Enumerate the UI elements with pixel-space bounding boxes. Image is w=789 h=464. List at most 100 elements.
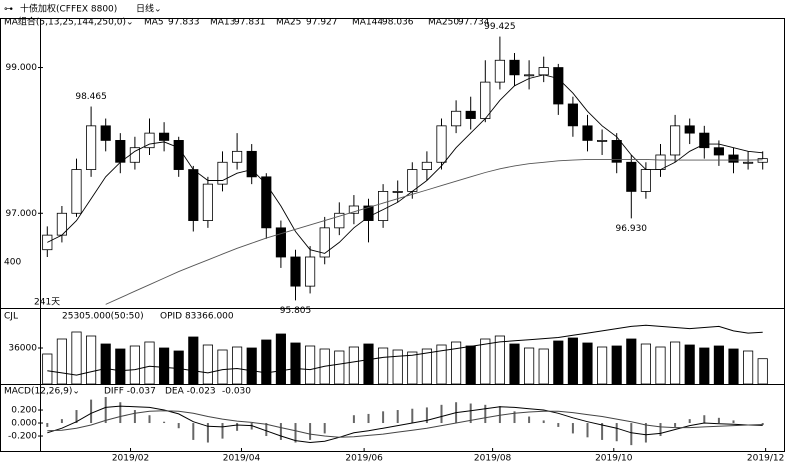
x-tick-label: 2019/10 bbox=[595, 454, 633, 464]
candle-body bbox=[348, 205, 359, 214]
candle-body bbox=[334, 212, 345, 229]
volume-bar bbox=[567, 337, 578, 385]
volume-bar bbox=[42, 353, 53, 385]
macd-title[interactable]: MACD(12,26,9)⌄ bbox=[4, 387, 80, 397]
volume-bar bbox=[626, 338, 637, 385]
candle-body bbox=[232, 150, 243, 163]
low-label: 95.805 bbox=[280, 306, 312, 316]
candle-body bbox=[159, 132, 170, 141]
volume-bar bbox=[232, 346, 243, 385]
candle-body bbox=[743, 161, 754, 164]
annotation: 400 bbox=[4, 258, 21, 268]
volume-bar bbox=[582, 342, 593, 385]
ma-value: 97.734 bbox=[458, 18, 490, 28]
candle-body bbox=[640, 169, 651, 192]
price-panel bbox=[0, 18, 785, 309]
volume-bar bbox=[56, 338, 67, 385]
candle-body bbox=[217, 161, 228, 185]
candle-body bbox=[115, 140, 126, 163]
volume-bar bbox=[451, 341, 462, 385]
volume-bar bbox=[494, 335, 505, 385]
candle-body bbox=[246, 150, 257, 178]
candle-body bbox=[524, 74, 535, 77]
ma-value: 97.927 bbox=[306, 18, 338, 28]
volume-bar bbox=[699, 347, 710, 385]
volume-bar bbox=[538, 348, 549, 385]
period[interactable]: 日线⌄ bbox=[136, 3, 162, 15]
annotation: 241天 bbox=[34, 298, 60, 308]
y-tick-label: 36000 bbox=[8, 344, 37, 354]
volume-bar bbox=[436, 344, 447, 385]
y-tick-label: 99.000 bbox=[6, 63, 38, 73]
ma-name: MA13 bbox=[210, 18, 235, 28]
candle-body bbox=[684, 125, 695, 134]
candle-body bbox=[582, 125, 593, 141]
icon: ⊶ bbox=[4, 5, 13, 15]
ma-line bbox=[47, 74, 763, 254]
y-tick-label: 97.000 bbox=[6, 209, 38, 219]
candle-body bbox=[597, 140, 608, 142]
volume-bar bbox=[290, 342, 301, 385]
volume-readout: 25305.000(50:50) bbox=[62, 312, 144, 322]
candle-body bbox=[407, 169, 418, 192]
candle-body bbox=[392, 191, 403, 193]
candle-body bbox=[305, 256, 316, 287]
candle-body bbox=[421, 161, 432, 170]
volume-bar bbox=[173, 350, 184, 385]
volume-bar bbox=[524, 347, 535, 385]
x-tick-label: 2019/04 bbox=[223, 454, 261, 464]
x-tick-label: 2019/08 bbox=[474, 454, 512, 464]
ma-value: 97.833 bbox=[168, 18, 200, 28]
ma-settings[interactable]: MA组合(5,13,25,144,250,0)⌄ bbox=[4, 16, 134, 28]
ma-name: MA25 bbox=[276, 18, 301, 28]
volume-bar bbox=[202, 344, 213, 385]
volume-bar bbox=[640, 343, 651, 385]
candle-body bbox=[728, 154, 739, 163]
ma-line bbox=[105, 158, 763, 305]
y-tick-label: -0.200 bbox=[8, 432, 37, 442]
macd-panel bbox=[0, 384, 785, 452]
ma-value: 97.831 bbox=[234, 18, 266, 28]
volume-bar bbox=[670, 341, 681, 385]
candle-body bbox=[202, 183, 213, 221]
volume-bar bbox=[407, 351, 418, 385]
ma-name: MA5 bbox=[144, 18, 164, 28]
high-label: 99.425 bbox=[484, 22, 516, 32]
candle-body bbox=[465, 110, 476, 119]
volume-bar bbox=[246, 347, 257, 385]
x-tick-label: 2019/06 bbox=[345, 454, 383, 464]
volume-bar bbox=[728, 348, 739, 385]
volume-bar bbox=[684, 344, 695, 385]
volume-bar bbox=[305, 345, 316, 385]
candle-body bbox=[261, 176, 272, 229]
volume-bar bbox=[553, 340, 564, 385]
candle-body bbox=[144, 132, 155, 149]
volume-bar bbox=[275, 333, 286, 385]
candle-body bbox=[509, 59, 520, 76]
candle-body bbox=[538, 67, 549, 76]
candle-body bbox=[451, 110, 462, 127]
candle-body bbox=[655, 154, 666, 170]
y-tick-label: 0.000 bbox=[11, 419, 37, 429]
volume-bar bbox=[115, 348, 126, 385]
ma-value: 98.036 bbox=[382, 18, 414, 28]
candle-body bbox=[188, 169, 199, 221]
volume-bar bbox=[597, 346, 608, 385]
candle-body bbox=[494, 59, 505, 83]
candle-body bbox=[86, 125, 97, 170]
volume-bar bbox=[378, 347, 389, 385]
candle-body bbox=[480, 81, 491, 119]
volume-bar bbox=[465, 345, 476, 385]
volume-bar bbox=[713, 345, 724, 385]
candle-body bbox=[275, 227, 286, 258]
volume-bar bbox=[421, 348, 432, 385]
candle-body bbox=[699, 132, 710, 149]
volume-bar bbox=[348, 346, 359, 385]
volume-bar bbox=[757, 358, 768, 385]
volume-title: CJL bbox=[4, 312, 18, 322]
candle-body bbox=[567, 103, 578, 127]
low-label: 96.930 bbox=[616, 224, 648, 234]
volume-bar bbox=[480, 338, 491, 385]
x-tick-label: 2019/12 bbox=[747, 454, 784, 464]
ma-name: MA250 bbox=[428, 18, 459, 28]
